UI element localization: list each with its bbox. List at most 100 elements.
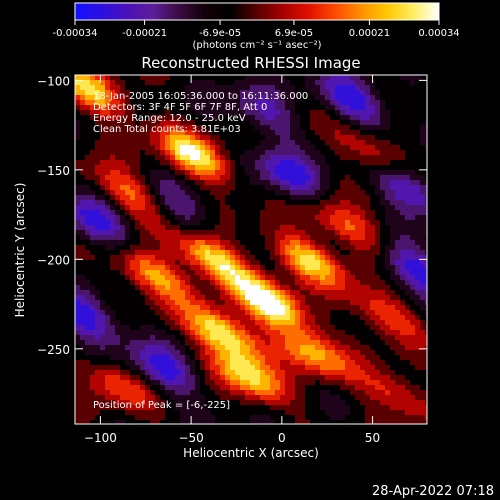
heatmap-cell — [225, 135, 231, 141]
heatmap-cell — [125, 280, 131, 286]
heatmap-cell — [255, 120, 261, 126]
heatmap-cell — [130, 125, 136, 131]
heatmap-cell — [180, 175, 186, 181]
heatmap-cell — [85, 165, 91, 171]
heatmap-cell — [125, 205, 131, 211]
heatmap-cell — [425, 140, 427, 146]
heatmap-cell — [85, 415, 91, 421]
heatmap-cell — [340, 295, 346, 301]
heatmap-cell — [95, 315, 101, 321]
heatmap-cell — [260, 255, 266, 261]
heatmap-cell — [415, 155, 421, 161]
heatmap-cell — [165, 390, 171, 396]
heatmap-cell — [75, 130, 81, 136]
heatmap-cell — [290, 375, 296, 381]
heatmap-cell — [200, 325, 206, 331]
heatmap-cell — [95, 170, 101, 176]
heatmap-cell — [240, 155, 246, 161]
heatmap-cell — [425, 270, 427, 276]
heatmap-cell — [135, 215, 141, 221]
heatmap-cell — [300, 175, 306, 181]
heatmap-cell — [410, 200, 416, 206]
heatmap-cell — [325, 390, 331, 396]
heatmap-cell — [90, 265, 96, 271]
heatmap-cell — [80, 415, 86, 421]
heatmap-cell — [420, 280, 426, 286]
heatmap-cell — [165, 235, 171, 241]
heatmap-cell — [250, 75, 256, 81]
heatmap-cell — [195, 75, 201, 81]
heatmap-cell — [230, 190, 236, 196]
heatmap-cell — [245, 145, 251, 151]
heatmap-cell — [205, 155, 211, 161]
heatmap-cell — [415, 365, 421, 371]
heatmap-cell — [355, 220, 361, 226]
heatmap-cell — [330, 315, 336, 321]
heatmap-cell — [420, 305, 426, 311]
heatmap-cell — [110, 400, 116, 406]
heatmap-cell — [290, 145, 296, 151]
heatmap-cell — [85, 385, 91, 391]
heatmap-cell — [75, 240, 81, 246]
heatmap-cell — [140, 140, 146, 146]
heatmap-cell — [295, 220, 301, 226]
heatmap-cell — [210, 400, 216, 406]
heatmap-cell — [115, 290, 121, 296]
heatmap-cell — [150, 375, 156, 381]
heatmap-cell — [290, 220, 296, 226]
heatmap-cell — [205, 200, 211, 206]
heatmap-cell — [175, 175, 181, 181]
heatmap-cell — [370, 215, 376, 221]
heatmap-cell — [235, 405, 241, 411]
heatmap-cell — [235, 350, 241, 356]
heatmap-cell — [195, 160, 201, 166]
heatmap-cell — [125, 365, 131, 371]
heatmap-cell — [320, 130, 326, 136]
heatmap-cell — [310, 345, 316, 351]
heatmap-cell — [330, 340, 336, 346]
heatmap-cell — [135, 250, 141, 256]
heatmap-cell — [400, 280, 406, 286]
heatmap-cell — [300, 115, 306, 121]
heatmap-cell — [160, 240, 166, 246]
heatmap-cell — [90, 395, 96, 401]
heatmap-cell — [205, 135, 211, 141]
heatmap-cell — [360, 235, 366, 241]
heatmap-cell — [165, 350, 171, 356]
heatmap-cell — [90, 400, 96, 406]
heatmap-cell — [415, 260, 421, 266]
heatmap-cell — [350, 120, 356, 126]
heatmap-cell — [380, 120, 386, 126]
heatmap-cell — [120, 345, 126, 351]
heatmap-cell — [200, 280, 206, 286]
heatmap-cell — [180, 80, 186, 86]
heatmap-cell — [155, 245, 161, 251]
heatmap-cell — [190, 340, 196, 346]
heatmap-cell — [240, 145, 246, 151]
heatmap-cell — [240, 160, 246, 166]
heatmap-cell — [165, 260, 171, 266]
heatmap-cell — [160, 210, 166, 216]
heatmap-cell — [180, 245, 186, 251]
heatmap-cell — [325, 350, 331, 356]
heatmap-cell — [180, 275, 186, 281]
heatmap-cell — [150, 275, 156, 281]
heatmap-cell — [425, 350, 427, 356]
heatmap-cell — [280, 395, 286, 401]
heatmap-cell — [85, 210, 91, 216]
heatmap-cell — [115, 410, 121, 416]
heatmap-cell — [245, 315, 251, 321]
heatmap-cell — [390, 405, 396, 411]
heatmap-cell — [395, 325, 401, 331]
heatmap-cell — [275, 205, 281, 211]
heatmap-cell — [240, 315, 246, 321]
heatmap-cell — [305, 135, 311, 141]
heatmap-cell — [375, 285, 381, 291]
heatmap-cell — [205, 270, 211, 276]
heatmap-cell — [190, 250, 196, 256]
heatmap-cell — [175, 205, 181, 211]
heatmap-cell — [370, 370, 376, 376]
heatmap-cell — [245, 415, 251, 421]
heatmap-cell — [360, 420, 366, 424]
heatmap-cell — [305, 145, 311, 151]
